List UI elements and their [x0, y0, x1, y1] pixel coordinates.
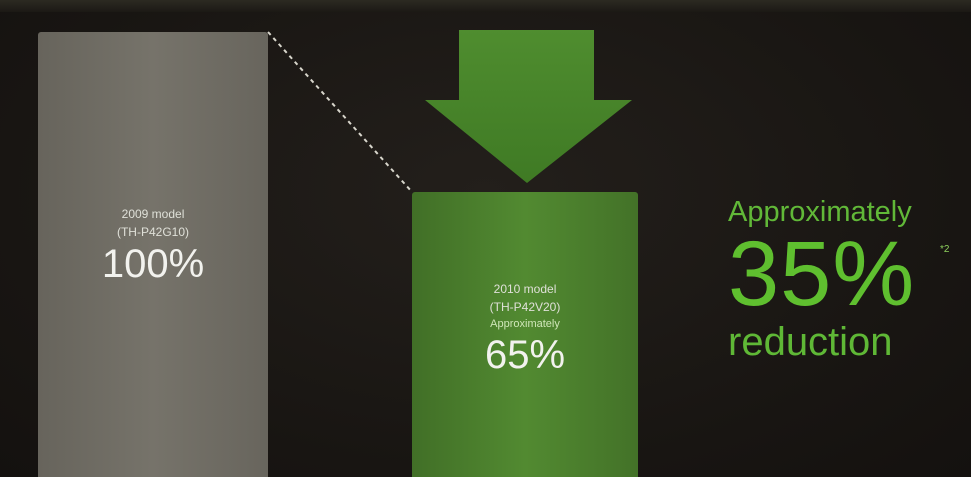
bar-2009-model-code: (TH-P42G10)	[116, 225, 190, 239]
reduction-annotation: Approximately 35% *2 reduction	[728, 196, 949, 364]
bar-2010-value-label: 65%	[484, 333, 566, 377]
bar-2009-value-label: 100%	[101, 242, 205, 286]
bar-2009-model-label: 2009 model	[121, 207, 185, 221]
bar-2010-model-code: (TH-P42V20)	[489, 300, 561, 314]
bar-2010-label-group: 2010 model (TH-P42V20) Approximately 65%	[412, 280, 638, 378]
bar-2010-model	[412, 192, 638, 477]
reduction-suffix-text: reduction	[728, 320, 893, 364]
reduction-footnote-marker: *2	[940, 244, 950, 255]
reduction-value: 35%	[728, 223, 916, 325]
bar-2010-model-label: 2010 model	[493, 282, 557, 296]
top-banner-strip	[0, 0, 971, 12]
bar-2009-model	[38, 32, 268, 477]
down-arrow-icon	[425, 30, 632, 183]
bar-2010-qualifier: Approximately	[490, 318, 560, 330]
reduction-prefix-text: Approximately	[728, 196, 912, 228]
bar-2009-label-group: 2009 model (TH-P42G10) 100%	[38, 205, 268, 287]
dashed-connector-line	[267, 31, 413, 193]
